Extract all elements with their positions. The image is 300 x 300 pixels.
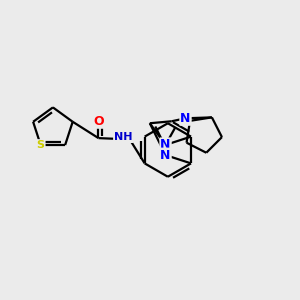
Text: O: O — [93, 115, 104, 128]
Text: N: N — [160, 138, 171, 152]
Text: S: S — [37, 140, 45, 150]
Text: NH: NH — [114, 132, 133, 142]
Text: N: N — [180, 112, 191, 125]
Text: N: N — [160, 148, 171, 162]
